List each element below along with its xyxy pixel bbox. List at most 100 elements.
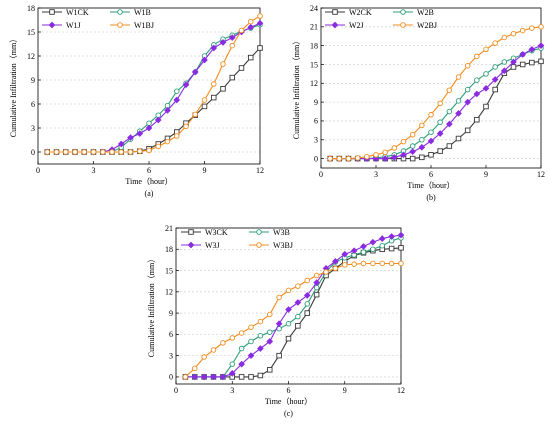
data-point-W1BJ <box>155 143 161 150</box>
data-point-W3J <box>200 373 208 381</box>
data-point-W3B <box>379 242 386 249</box>
data-point-W2CK <box>446 143 453 149</box>
data-point-W3BJ <box>332 265 339 272</box>
data-point-W3BJ <box>342 262 348 268</box>
legend-marker <box>49 9 55 15</box>
data-point-W2B <box>501 59 508 65</box>
data-point-W3J <box>332 258 339 265</box>
data-point-W3J <box>210 373 217 381</box>
data-point-W1BJ <box>210 81 217 87</box>
data-point-W2J <box>436 130 444 137</box>
data-point-W2BJ <box>373 152 379 158</box>
data-point-W3CK <box>248 374 254 380</box>
data-point-W2J <box>464 98 471 106</box>
data-point-W2CK <box>538 58 544 65</box>
x-tick-label: 0 <box>319 170 323 179</box>
data-point-W3B <box>238 345 245 352</box>
y-tick-label: 6 <box>31 100 35 109</box>
legend-marker <box>187 241 195 249</box>
x-tick-label: 12 <box>397 386 405 395</box>
data-point-W1J <box>182 81 190 89</box>
y-tick-label: 3 <box>31 124 35 133</box>
x-tick-label: 6 <box>147 166 151 175</box>
data-point-W2BJ <box>492 40 498 46</box>
y-tick-label: 0 <box>31 148 35 157</box>
data-point-W3BJ <box>295 283 301 289</box>
data-point-W2BJ <box>510 30 517 37</box>
data-point-W3BJ <box>220 340 226 346</box>
series-line-W1CK <box>47 47 261 153</box>
y-tick-label: 3 <box>314 136 318 145</box>
data-point-W3J <box>238 360 245 368</box>
data-point-W2BJ <box>529 25 535 31</box>
data-point-W1BJ <box>63 149 69 155</box>
data-point-W2BJ <box>519 27 526 34</box>
data-point-W1J <box>145 124 153 132</box>
legend-entry-W3BJ: W3BJ <box>273 241 293 250</box>
data-point-W1BJ <box>146 147 152 154</box>
data-point-W3J <box>378 235 386 242</box>
data-point-W2BJ <box>382 149 388 156</box>
data-point-W2J <box>528 46 536 53</box>
data-point-W1BJ <box>99 149 106 155</box>
x-tick-label: 0 <box>174 386 178 395</box>
y-tick-label: 21 <box>165 224 173 233</box>
data-point-W2BJ <box>437 100 443 107</box>
data-point-W2J <box>473 90 481 98</box>
x-tick-label: 6 <box>287 386 291 395</box>
data-point-W2J <box>501 67 508 75</box>
series-line-W1B <box>47 24 261 153</box>
data-point-W3B <box>229 361 235 367</box>
data-point-W3J <box>303 292 311 299</box>
data-point-W1CK <box>220 86 226 92</box>
data-point-W2BJ <box>501 34 508 41</box>
data-point-W3J <box>369 238 377 246</box>
data-point-W1J <box>191 68 199 76</box>
data-point-W2CK <box>428 152 434 158</box>
data-point-W3CK <box>304 310 311 316</box>
data-point-W1J <box>154 116 162 124</box>
legend-entry-W1CK: W1CK <box>66 8 89 17</box>
data-point-W1BJ <box>72 149 78 155</box>
data-point-W3J <box>257 345 264 352</box>
data-point-W3B <box>295 313 301 320</box>
data-point-W2B <box>446 108 453 115</box>
legend-marker <box>256 242 262 248</box>
y-tick-label: 24 <box>310 4 318 13</box>
data-point-W2BJ <box>483 46 489 53</box>
data-point-W2CK <box>419 154 425 161</box>
y-tick-label: 12 <box>165 288 173 297</box>
y-tick-label: 18 <box>27 4 35 13</box>
x-tick-label: 9 <box>203 166 207 175</box>
data-point-W2J <box>372 155 380 162</box>
series-line-W3B <box>185 237 402 378</box>
y-tick-label: 6 <box>169 330 173 339</box>
data-point-W2CK <box>409 155 416 162</box>
data-point-W3BJ <box>323 269 329 275</box>
data-point-W2J <box>381 155 389 162</box>
data-point-W1CK <box>247 54 254 61</box>
data-point-W1J <box>164 107 171 114</box>
data-point-W2CK <box>519 61 526 68</box>
chart-panel-1: 0 3 6 9 12 15 18 0 3 6 9 12 Time（hour） Cumulative Inf… <box>9 4 264 198</box>
data-point-W1J <box>210 44 218 52</box>
data-point-W3CK <box>388 245 395 252</box>
y-tick-label: 9 <box>314 98 318 107</box>
plot-frame <box>37 7 261 165</box>
data-point-W3BJ <box>191 365 198 372</box>
data-point-W2BJ <box>336 155 343 162</box>
data-point-W2J <box>400 151 407 159</box>
data-point-W3CK <box>313 291 320 298</box>
data-point-W2CK <box>510 64 517 70</box>
data-point-W1BJ <box>192 111 198 118</box>
legend-entry-W3CK: W3CK <box>205 228 228 237</box>
x-axis-label: Time（hour） <box>407 181 454 190</box>
legend-entry-W1J: W1J <box>66 21 81 30</box>
data-point-W2BJ <box>400 138 407 145</box>
data-point-W3J <box>228 370 236 377</box>
data-point-W1J <box>219 39 227 46</box>
series-line-W2CK <box>330 60 542 160</box>
chart-panel-2: 0 3 6 9 12 15 18 21 24 0 3 6 9 12 Time（hour） Cumulative… <box>292 4 545 202</box>
